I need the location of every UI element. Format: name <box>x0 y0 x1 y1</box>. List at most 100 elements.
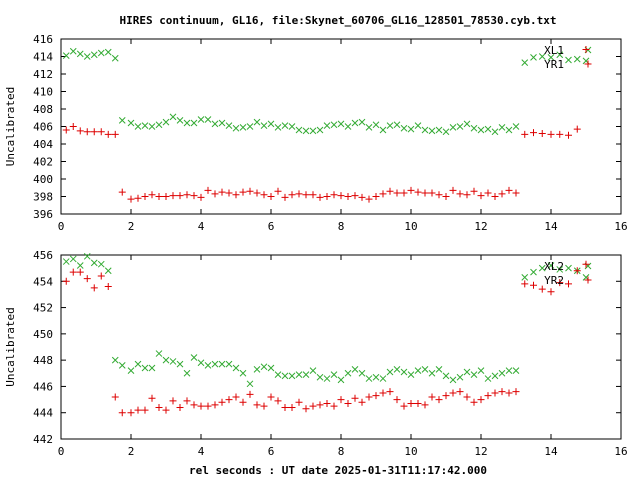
data-point <box>521 280 529 288</box>
data-point <box>246 390 254 398</box>
data-point <box>267 193 275 200</box>
data-point <box>218 119 226 127</box>
data-point <box>104 267 112 275</box>
data-point <box>246 123 254 130</box>
legend-label: XL2 <box>544 260 564 273</box>
data-point <box>505 389 513 397</box>
data-point <box>97 260 105 268</box>
data-point <box>351 192 359 200</box>
data-point <box>530 281 537 289</box>
data-point <box>330 121 338 129</box>
x-tick-label: 8 <box>338 220 345 233</box>
data-point <box>176 403 184 411</box>
data-point <box>498 124 506 131</box>
data-point <box>76 268 84 276</box>
data-point <box>90 128 98 136</box>
data-point <box>111 356 119 364</box>
series-XL1 <box>62 47 590 136</box>
data-point <box>162 356 170 364</box>
data-point <box>456 388 464 396</box>
data-point <box>463 120 471 128</box>
data-point <box>155 403 163 411</box>
data-point <box>351 119 359 127</box>
x-tick-label: 6 <box>268 445 275 458</box>
data-point <box>316 373 324 381</box>
data-point <box>155 121 163 129</box>
data-point <box>344 400 352 408</box>
y-tick-label: 444 <box>33 407 53 420</box>
plot-frame <box>60 38 622 215</box>
data-point <box>530 129 537 137</box>
panel-bottom: 0 2 4 6 8 10 12 14 16 442 444 446 448 450 452 454 456 Unc… <box>4 249 628 458</box>
data-point <box>97 272 105 280</box>
data-point <box>83 252 91 260</box>
data-point <box>428 189 436 197</box>
data-point <box>512 388 520 396</box>
data-point <box>76 127 84 135</box>
data-point <box>498 369 506 377</box>
data-point <box>288 123 296 130</box>
data-point <box>344 123 352 130</box>
data-point <box>246 187 254 195</box>
data-point <box>90 51 98 59</box>
y-tick-label: 414 <box>33 51 53 64</box>
data-point <box>118 117 126 124</box>
data-point <box>358 398 366 406</box>
data-point <box>183 119 191 127</box>
data-point <box>225 189 233 197</box>
data-point <box>538 264 546 272</box>
data-point <box>281 193 289 201</box>
data-point <box>351 394 359 402</box>
data-point <box>176 192 184 200</box>
data-point <box>386 368 394 376</box>
data-point <box>344 369 352 377</box>
x-tick-label: 10 <box>404 445 417 458</box>
data-point <box>407 400 415 408</box>
y-tick-label: 456 <box>33 249 53 262</box>
data-point <box>565 131 572 139</box>
data-point <box>281 372 289 380</box>
data-point <box>449 376 457 384</box>
data-point <box>288 372 296 380</box>
data-point <box>183 369 191 377</box>
data-point <box>69 47 77 55</box>
data-point <box>239 188 247 196</box>
data-point <box>111 54 119 62</box>
data-point <box>127 119 135 127</box>
data-point <box>274 397 282 405</box>
data-point <box>127 195 135 203</box>
data-point <box>274 124 282 131</box>
data-point <box>232 364 240 372</box>
data-point <box>111 393 119 401</box>
series-YR1 <box>62 46 590 203</box>
data-point <box>556 130 564 138</box>
data-point <box>148 394 156 402</box>
data-point <box>505 126 513 134</box>
legend-label: YR2 <box>544 274 564 287</box>
data-point <box>556 279 564 287</box>
data-point <box>197 359 205 367</box>
data-point <box>463 368 471 376</box>
data-point <box>295 371 303 378</box>
data-point <box>365 195 373 203</box>
data-point <box>491 372 499 380</box>
data-point <box>260 122 268 129</box>
y-tick-label: 406 <box>33 121 53 134</box>
data-point <box>470 398 478 406</box>
x-tick-label: 10 <box>404 220 417 233</box>
y-tick-label: 398 <box>33 191 53 204</box>
y-tick-label: 400 <box>33 173 53 186</box>
x-tick-label: 4 <box>198 445 205 458</box>
data-point <box>538 53 546 60</box>
data-point <box>62 277 70 285</box>
data-point <box>386 122 394 129</box>
data-point <box>530 54 537 61</box>
y-tick-label: 396 <box>33 208 53 221</box>
data-point <box>470 124 478 132</box>
data-point <box>169 192 177 200</box>
data-point <box>477 192 485 200</box>
data-point <box>211 190 219 198</box>
y-tick-label: 452 <box>33 302 53 315</box>
data-point <box>232 124 240 132</box>
data-point <box>512 123 520 130</box>
